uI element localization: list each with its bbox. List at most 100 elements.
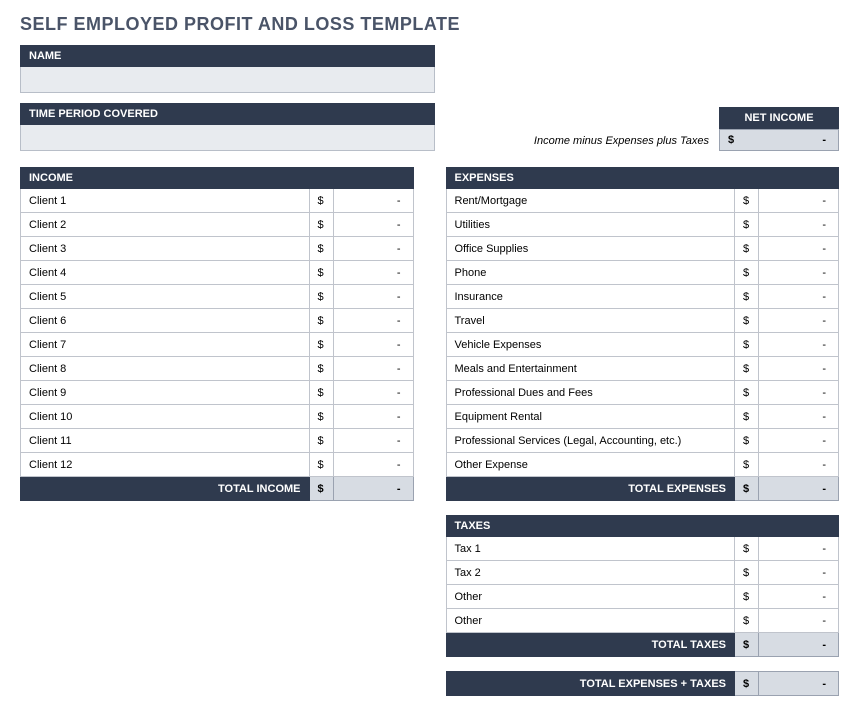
income-row-label[interactable]: Client 8: [21, 357, 310, 381]
income-row-amount[interactable]: -: [333, 189, 413, 213]
expense-row-label[interactable]: Insurance: [446, 285, 735, 309]
tax-row-label[interactable]: Other: [446, 609, 735, 633]
name-block: NAME: [20, 45, 435, 93]
expense-row-label[interactable]: Phone: [446, 261, 735, 285]
income-total-label: TOTAL INCOME: [21, 477, 310, 501]
currency-symbol: $: [309, 381, 333, 405]
table-row: Client 2$-: [21, 213, 414, 237]
income-row-amount[interactable]: -: [333, 285, 413, 309]
income-row-amount[interactable]: -: [333, 333, 413, 357]
currency-symbol: $: [309, 477, 333, 501]
currency-symbol: $: [309, 309, 333, 333]
expense-row-label[interactable]: Office Supplies: [446, 237, 735, 261]
income-row-amount[interactable]: -: [333, 405, 413, 429]
taxes-header: TAXES: [446, 516, 839, 537]
expense-row-amount[interactable]: -: [759, 405, 839, 429]
expense-row-amount[interactable]: -: [759, 429, 839, 453]
expense-row-amount[interactable]: -: [759, 213, 839, 237]
income-row-amount[interactable]: -: [333, 357, 413, 381]
currency-symbol: $: [309, 237, 333, 261]
expense-row-label[interactable]: Vehicle Expenses: [446, 333, 735, 357]
expense-row-label[interactable]: Professional Dues and Fees: [446, 381, 735, 405]
income-row-label[interactable]: Client 4: [21, 261, 310, 285]
currency-symbol: $: [309, 357, 333, 381]
currency-symbol: $: [735, 609, 759, 633]
income-row-label[interactable]: Client 2: [21, 213, 310, 237]
currency-symbol: $: [309, 189, 333, 213]
tax-row-label[interactable]: Other: [446, 585, 735, 609]
expense-row-amount[interactable]: -: [759, 381, 839, 405]
currency-symbol: $: [735, 633, 759, 657]
expense-row-amount[interactable]: -: [759, 453, 839, 477]
currency-symbol: $: [309, 213, 333, 237]
currency-symbol: $: [735, 585, 759, 609]
income-row-label[interactable]: Client 1: [21, 189, 310, 213]
expense-row-label[interactable]: Utilities: [446, 213, 735, 237]
expense-row-label[interactable]: Travel: [446, 309, 735, 333]
expense-row-amount[interactable]: -: [759, 357, 839, 381]
income-row-amount[interactable]: -: [333, 261, 413, 285]
currency-symbol: $: [309, 405, 333, 429]
expense-row-amount[interactable]: -: [759, 261, 839, 285]
tax-row-label[interactable]: Tax 1: [446, 537, 735, 561]
currency-symbol: $: [735, 381, 759, 405]
currency-symbol: $: [735, 261, 759, 285]
table-row: Client 8$-: [21, 357, 414, 381]
currency-symbol: $: [309, 453, 333, 477]
name-input[interactable]: [20, 67, 435, 93]
income-row-label[interactable]: Client 5: [21, 285, 310, 309]
expense-row-amount[interactable]: -: [759, 189, 839, 213]
currency-symbol: $: [735, 189, 759, 213]
expense-row-amount[interactable]: -: [759, 285, 839, 309]
income-row-amount[interactable]: -: [333, 309, 413, 333]
income-row-label[interactable]: Client 3: [21, 237, 310, 261]
income-row-amount[interactable]: -: [333, 453, 413, 477]
tax-row-amount[interactable]: -: [759, 609, 839, 633]
currency-symbol: $: [735, 405, 759, 429]
income-row-label[interactable]: Client 11: [21, 429, 310, 453]
table-row: Client 10$-: [21, 405, 414, 429]
income-row-amount[interactable]: -: [333, 213, 413, 237]
expenses-table: EXPENSES Rent/Mortgage$-Utilities$-Offic…: [446, 167, 840, 501]
tax-row-label[interactable]: Tax 2: [446, 561, 735, 585]
expense-row-label[interactable]: Equipment Rental: [446, 405, 735, 429]
expenses-total-label: TOTAL EXPENSES: [446, 477, 735, 501]
income-header: INCOME: [21, 168, 414, 189]
tax-row-amount[interactable]: -: [759, 537, 839, 561]
period-input[interactable]: [20, 125, 435, 151]
currency-symbol: $: [735, 453, 759, 477]
period-block: TIME PERIOD COVERED: [20, 103, 435, 151]
tax-row-amount[interactable]: -: [759, 561, 839, 585]
currency-symbol: $: [735, 309, 759, 333]
expense-row-amount[interactable]: -: [759, 309, 839, 333]
currency-symbol: $: [735, 537, 759, 561]
income-row-amount[interactable]: -: [333, 381, 413, 405]
expense-row-label[interactable]: Meals and Entertainment: [446, 357, 735, 381]
expense-row-amount[interactable]: -: [759, 237, 839, 261]
expense-row-label[interactable]: Professional Services (Legal, Accounting…: [446, 429, 735, 453]
income-row-label[interactable]: Client 9: [21, 381, 310, 405]
income-total-amount: -: [333, 477, 413, 501]
expense-row-label[interactable]: Other Expense: [446, 453, 735, 477]
table-row: Client 3$-: [21, 237, 414, 261]
expense-row-label[interactable]: Rent/Mortgage: [446, 189, 735, 213]
table-row: Tax 2$-: [446, 561, 839, 585]
income-row-label[interactable]: Client 12: [21, 453, 310, 477]
tax-row-amount[interactable]: -: [759, 585, 839, 609]
table-row: Phone$-: [446, 261, 839, 285]
income-row-label[interactable]: Client 10: [21, 405, 310, 429]
currency-symbol: $: [309, 333, 333, 357]
currency-symbol: $: [720, 134, 734, 146]
income-table: INCOME Client 1$-Client 2$-Client 3$-Cli…: [20, 167, 414, 501]
currency-symbol: $: [309, 429, 333, 453]
grand-total-label: TOTAL EXPENSES + TAXES: [446, 672, 735, 696]
income-row-amount[interactable]: -: [333, 237, 413, 261]
income-column: INCOME Client 1$-Client 2$-Client 3$-Cli…: [20, 167, 414, 501]
table-row: Client 12$-: [21, 453, 414, 477]
expense-row-amount[interactable]: -: [759, 333, 839, 357]
expenses-column: EXPENSES Rent/Mortgage$-Utilities$-Offic…: [446, 167, 840, 696]
table-row: Client 7$-: [21, 333, 414, 357]
income-row-label[interactable]: Client 6: [21, 309, 310, 333]
income-row-label[interactable]: Client 7: [21, 333, 310, 357]
income-row-amount[interactable]: -: [333, 429, 413, 453]
